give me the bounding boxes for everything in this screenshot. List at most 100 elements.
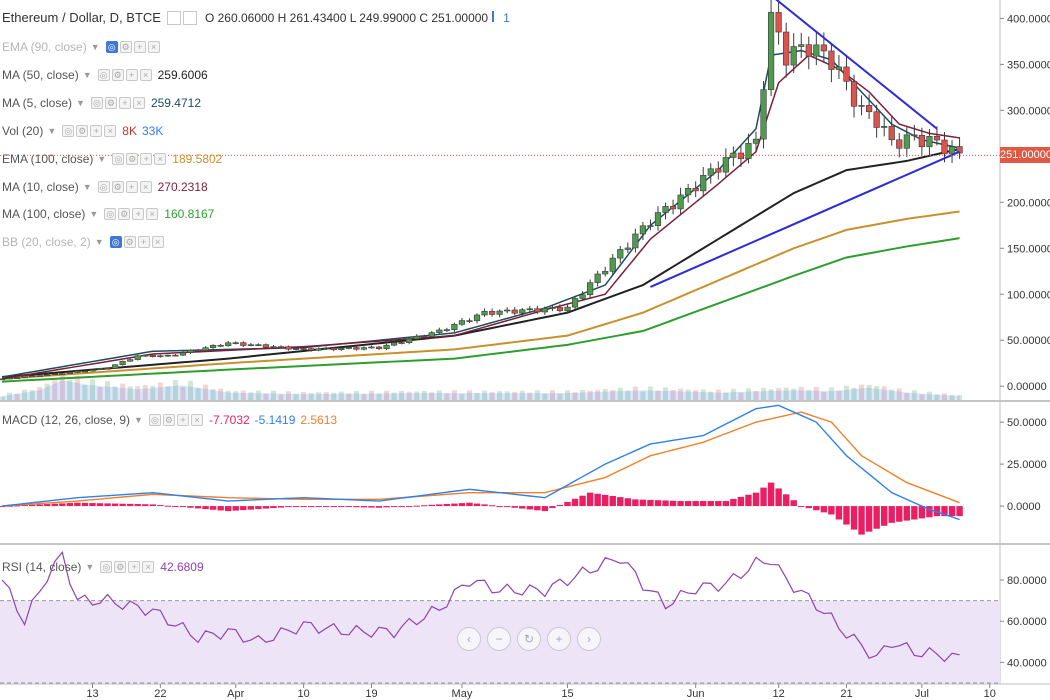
settings-icon[interactable]: ⚙ <box>118 208 131 220</box>
indicator-name[interactable]: MA (10, close) <box>2 180 79 194</box>
reset-view-button[interactable]: ↻ <box>517 627 541 651</box>
macd-histogram-bar <box>820 506 828 513</box>
add-icon[interactable]: + <box>137 236 150 248</box>
chevron-down-icon[interactable]: ▼ <box>97 154 107 164</box>
close-icon[interactable]: × <box>104 125 117 137</box>
add-icon[interactable]: + <box>118 97 131 109</box>
candle-body <box>81 370 89 373</box>
hide-icon[interactable]: ◎ <box>100 561 113 573</box>
hide-icon[interactable]: ◎ <box>148 414 161 426</box>
add-icon[interactable]: + <box>140 153 153 165</box>
indicator-name[interactable]: BB (20, close, 2) <box>2 235 91 249</box>
rsi-line <box>1 550 960 663</box>
candle-body <box>292 348 300 350</box>
zoom-out-button[interactable]: − <box>487 627 511 651</box>
add-icon[interactable]: + <box>133 41 146 53</box>
zoom-in-button[interactable]: + <box>547 627 571 651</box>
add-icon[interactable]: + <box>125 181 138 193</box>
candle-body <box>451 323 458 330</box>
time-axis-label: 10 <box>297 688 309 700</box>
ohlc-readout: O 260.06000 H 261.43400 L 249.99000 C 25… <box>204 10 489 25</box>
hide-icon[interactable]: ◎ <box>105 41 118 53</box>
close-icon[interactable]: × <box>142 561 155 573</box>
hide-icon[interactable]: ◎ <box>90 97 103 109</box>
chevron-down-icon[interactable]: ▼ <box>82 70 92 80</box>
indicator-name[interactable]: MA (5, close) <box>2 96 73 110</box>
add-icon[interactable]: + <box>128 561 141 573</box>
add-icon[interactable]: + <box>176 414 189 426</box>
settings-icon[interactable]: ⚙ <box>114 561 127 573</box>
volume-bar <box>293 393 299 400</box>
hide-icon[interactable] <box>166 10 181 25</box>
rsi-axis-label: 40.0000 <box>1007 657 1047 669</box>
volume-bar <box>663 387 669 400</box>
chevron-down-icon[interactable]: ▼ <box>85 562 95 572</box>
macd-legend-buttons: ◎ ⚙ + × <box>148 414 203 426</box>
macd-histogram-bar <box>383 506 390 508</box>
rsi-legend: RSI (14, close) ▼ ◎ ⚙ + × 42.6809 <box>0 560 209 574</box>
indicator-name[interactable]: MA (100, close) <box>2 207 86 221</box>
symbol-title[interactable]: Ethereum / Dollar, D, BTCE <box>2 10 161 25</box>
close-icon[interactable]: × <box>139 181 152 193</box>
indicator-name[interactable]: Vol (20) <box>2 124 44 138</box>
candle-body <box>790 46 797 66</box>
hide-icon[interactable]: ◎ <box>97 69 110 81</box>
macd-histogram-bar <box>813 506 820 511</box>
chevron-down-icon[interactable]: ▼ <box>90 42 100 52</box>
flag-count: 1 <box>503 10 510 25</box>
chevron-down-icon[interactable]: ▼ <box>94 237 104 247</box>
close-icon[interactable]: × <box>139 69 152 81</box>
candle-body <box>421 335 428 338</box>
indicator-value: 259.6006 <box>157 68 208 82</box>
macd-histogram-bar <box>700 501 707 507</box>
hide-icon[interactable]: ◎ <box>62 125 75 137</box>
settings-icon[interactable]: ⚙ <box>111 69 124 81</box>
settings-icon[interactable]: ⚙ <box>126 153 139 165</box>
macd-legend-name[interactable]: MACD (12, 26, close, 9) <box>2 413 131 427</box>
scroll-right-button[interactable]: › <box>577 627 601 651</box>
rsi-legend-name[interactable]: RSI (14, close) <box>2 560 82 574</box>
hide-icon[interactable]: ◎ <box>109 236 122 248</box>
settings-icon[interactable]: ⚙ <box>162 414 175 426</box>
close-icon[interactable]: × <box>151 236 164 248</box>
chevron-down-icon[interactable]: ▼ <box>134 415 143 425</box>
hide-icon[interactable]: ◎ <box>104 208 117 220</box>
settings-icon[interactable]: ⚙ <box>119 41 132 53</box>
add-icon[interactable]: + <box>132 208 145 220</box>
close-icon[interactable]: × <box>132 97 145 109</box>
close-icon[interactable]: × <box>146 208 159 220</box>
candle-body <box>941 139 948 155</box>
volume-bar <box>97 387 103 400</box>
add-icon[interactable]: + <box>90 125 103 137</box>
macd-histogram-bar <box>488 505 496 507</box>
settings-icon[interactable]: ⚙ <box>76 125 89 137</box>
macd-histogram-bar <box>307 506 315 508</box>
hide-icon[interactable]: ◎ <box>97 181 110 193</box>
chevron-down-icon[interactable]: ▼ <box>76 98 85 108</box>
indicator-name[interactable]: EMA (100, close) <box>2 152 94 166</box>
close-icon[interactable]: × <box>154 153 167 165</box>
close-icon[interactable]: × <box>147 41 160 53</box>
indicator-name[interactable]: MA (50, close) <box>2 68 79 82</box>
macd-histogram-bar <box>413 505 420 507</box>
add-icon[interactable]: + <box>125 69 138 81</box>
close-icon[interactable]: × <box>190 414 203 426</box>
macd-histogram-bar <box>240 506 247 511</box>
macd-histogram-bar <box>360 506 368 508</box>
candle-body <box>428 332 435 337</box>
volume-bar <box>233 391 239 400</box>
scroll-left-button[interactable]: ‹ <box>457 627 481 651</box>
chevron-down-icon[interactable]: ▼ <box>82 182 92 192</box>
macd-histogram-bar <box>21 505 28 507</box>
settings-icon[interactable] <box>182 10 197 25</box>
settings-icon[interactable]: ⚙ <box>104 97 117 109</box>
settings-icon[interactable]: ⚙ <box>111 181 124 193</box>
macd-histogram-bar <box>36 504 43 507</box>
hide-icon[interactable]: ◎ <box>112 153 125 165</box>
indicator-name[interactable]: EMA (90, close) <box>2 40 87 54</box>
macd-histogram-bar <box>775 488 782 507</box>
chevron-down-icon[interactable]: ▼ <box>89 209 99 219</box>
settings-icon[interactable]: ⚙ <box>123 236 136 248</box>
macd-histogram-bar <box>202 506 209 510</box>
chevron-down-icon[interactable]: ▼ <box>47 126 57 136</box>
